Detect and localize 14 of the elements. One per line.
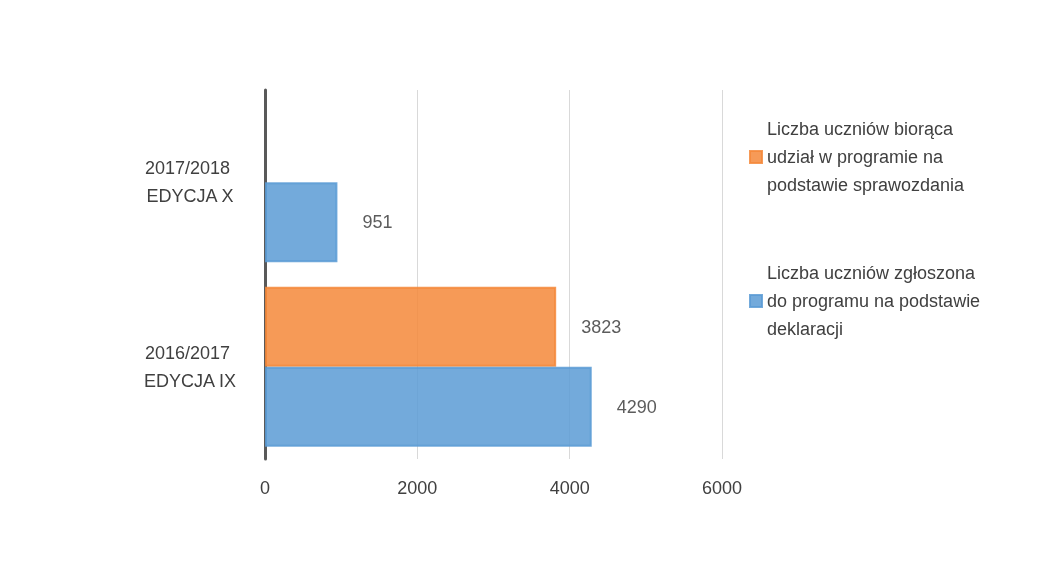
legend-label: Liczba uczniów zgłoszona do programu na podstawie deklaracji	[767, 263, 986, 339]
x-tick-label: 2000	[397, 478, 438, 498]
bar	[265, 366, 592, 447]
y-tick-label: 2016/2017 EDYCJA IX	[143, 342, 237, 391]
data-label: 3823	[581, 316, 622, 337]
legend-label: Liczba uczniów biorąca udział w programie na podstawie sprawozdania	[767, 119, 966, 195]
data-label: 951	[362, 212, 393, 233]
x-tick-label: 0	[259, 478, 271, 498]
bar	[265, 286, 557, 367]
x-tick-label: 4000	[549, 478, 590, 498]
data-label: 4290	[616, 396, 657, 417]
bar	[265, 182, 338, 263]
x-tick-label: 6000	[701, 478, 743, 498]
y-tick-label: 2017/2018 EDYCJA X	[144, 158, 236, 207]
